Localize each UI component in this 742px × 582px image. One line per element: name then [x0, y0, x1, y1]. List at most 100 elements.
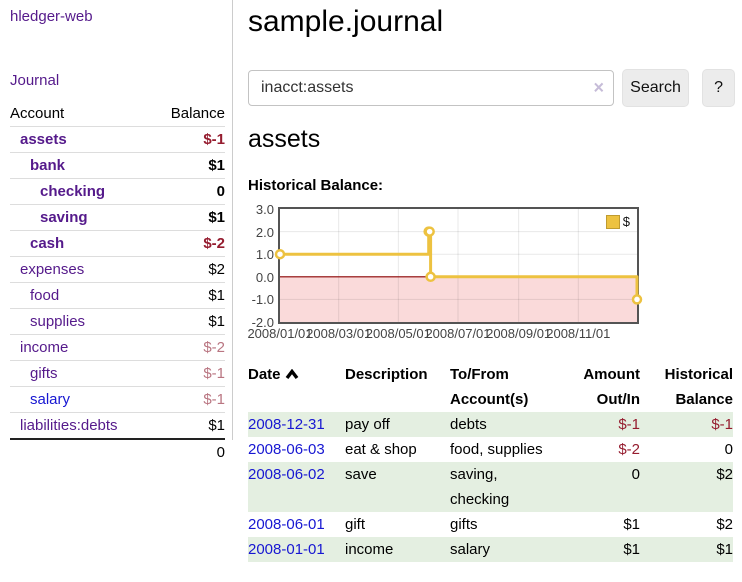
- transaction-amount: $-2: [618, 441, 640, 458]
- transaction-date-link[interactable]: 2008-06-01: [248, 516, 325, 533]
- transaction-balance: $2: [716, 466, 733, 483]
- transaction-accounts: food, supplies: [450, 441, 543, 458]
- account-row: cash $-2: [10, 230, 225, 257]
- help-button[interactable]: ?: [702, 69, 735, 107]
- register-header-row: Date Description To/From Account(s) Amount …: [248, 362, 733, 412]
- account-balance: $2: [152, 256, 225, 283]
- sidebar-account-checking[interactable]: checking: [40, 183, 106, 200]
- register-row: 2008-06-03 eat & shop food, supplies $-2 0: [248, 437, 733, 462]
- account-heading: assets: [248, 125, 321, 153]
- sidebar-account-gifts[interactable]: gifts: [30, 365, 58, 382]
- y-axis-tick: 1.0: [255, 247, 274, 263]
- sidebar-account-supplies[interactable]: supplies: [30, 313, 86, 330]
- search-box: ×: [248, 70, 614, 106]
- transaction-date-link[interactable]: 2008-06-03: [248, 441, 325, 458]
- search-button[interactable]: Search: [622, 69, 690, 107]
- account-balance: $-1: [152, 360, 225, 387]
- account-row: checking 0: [10, 178, 225, 205]
- accounts-header-balance: Balance: [152, 101, 225, 127]
- account-balance: $-1: [152, 386, 225, 413]
- account-row: liabilities:debts $1: [10, 412, 225, 440]
- accounts-header-row: Account Balance: [10, 101, 225, 127]
- transaction-date-link[interactable]: 2008-01-01: [248, 541, 325, 558]
- transaction-date-link[interactable]: 2008-12-31: [248, 416, 325, 433]
- transaction-amount: $-1: [618, 416, 640, 433]
- register-header-date[interactable]: Date: [248, 362, 345, 412]
- register-header-description: Description: [345, 366, 428, 383]
- register-row: 2008-01-01 income salary $1 $1: [248, 537, 733, 562]
- account-balance: $1: [152, 204, 225, 231]
- x-axis-tick: 2008/05/01: [365, 326, 431, 341]
- account-row: expenses $2: [10, 256, 225, 283]
- spacer: [10, 438, 153, 465]
- account-row: saving $1: [10, 204, 225, 231]
- sidebar-divider: [232, 0, 233, 440]
- transaction-accounts: debts: [450, 416, 487, 433]
- account-row: gifts $-1: [10, 360, 225, 387]
- accounts-total-row: 0: [10, 438, 225, 465]
- accounts-table: Account Balance assets $-1 bank $1 checking 0…: [10, 101, 225, 465]
- x-axis-tick: 2008/07/01: [425, 326, 491, 341]
- sort-ascending-icon: [285, 368, 298, 380]
- register-header-tofrom: To/From Account(s): [450, 366, 529, 408]
- transaction-description: pay off: [345, 416, 390, 433]
- account-balance: $-2: [152, 334, 225, 361]
- register-header-historical: Historical Balance: [664, 366, 733, 408]
- transaction-accounts: gifts: [450, 516, 478, 533]
- accounts-total-balance: 0: [152, 438, 225, 465]
- transaction-accounts: saving, checking: [450, 466, 510, 508]
- search-form: × Search ?: [248, 69, 735, 107]
- historical-balance-label: Historical Balance:: [248, 177, 384, 194]
- transaction-accounts: salary: [450, 541, 491, 558]
- search-input[interactable]: [248, 70, 614, 106]
- register-row: 2008-06-02 save saving, checking 0 $2: [248, 462, 733, 512]
- x-axis-tick: 2008/03/01: [306, 326, 372, 341]
- transaction-amount: $1: [623, 516, 640, 533]
- account-balance: $1: [152, 412, 225, 440]
- sidebar-item-journal[interactable]: Journal: [10, 72, 60, 89]
- sidebar-account-income[interactable]: income: [20, 339, 69, 356]
- account-row: salary $-1: [10, 386, 225, 413]
- transaction-date-link[interactable]: 2008-06-02: [248, 466, 325, 483]
- transaction-balance: $1: [716, 541, 733, 558]
- y-axis-tick: -1.0: [251, 292, 274, 308]
- accounts-header-account: Account: [10, 101, 153, 127]
- account-balance: $-2: [152, 230, 225, 257]
- account-balance: 0: [152, 178, 225, 205]
- app-brand-link[interactable]: hledger-web: [10, 8, 93, 25]
- legend-label: $: [622, 214, 630, 229]
- sidebar-account-salary[interactable]: salary: [30, 391, 71, 408]
- sidebar-account-liabilities:debts[interactable]: liabilities:debts: [20, 417, 118, 434]
- y-axis-tick: 0.0: [255, 269, 274, 285]
- chart-plot-area: $: [274, 207, 643, 324]
- transaction-description: income: [345, 541, 394, 558]
- register-table: Date Description To/From Account(s) Amount …: [248, 362, 733, 562]
- clear-search-icon[interactable]: ×: [593, 77, 604, 98]
- sidebar-account-assets[interactable]: assets: [20, 131, 67, 148]
- y-axis-tick: -2.0: [251, 315, 274, 330]
- sidebar-account-expenses[interactable]: expenses: [20, 261, 85, 278]
- chart-legend: $: [603, 213, 632, 230]
- account-row: supplies $1: [10, 308, 225, 335]
- sidebar-account-saving[interactable]: saving: [40, 209, 88, 226]
- transaction-balance: 0: [724, 441, 733, 458]
- sidebar-account-cash[interactable]: cash: [30, 235, 65, 252]
- register-row: 2008-12-31 pay off debts $-1 $-1: [248, 412, 733, 437]
- account-row: food $1: [10, 282, 225, 309]
- sidebar-account-food[interactable]: food: [30, 287, 60, 304]
- chart-canvas: [274, 209, 643, 322]
- account-balance: $1: [152, 282, 225, 309]
- transaction-description: gift: [345, 516, 366, 533]
- historical-balance-chart: $ 3.0 2.0 1.0 0.0 -1.0 -2.0 2008/01/01 2008/03/…: [247, 202, 735, 343]
- sidebar-account-bank[interactable]: bank: [30, 157, 66, 174]
- account-row: income $-2: [10, 334, 225, 361]
- register-header-amount: Amount Out/In: [583, 366, 640, 408]
- x-axis-tick: 2008/01/01: [247, 326, 313, 341]
- transaction-description: eat & shop: [345, 441, 417, 458]
- y-axis-tick: 3.0: [255, 202, 274, 217]
- account-balance: $-1: [152, 126, 225, 153]
- account-balance: $1: [152, 308, 225, 335]
- transaction-balance: $2: [716, 516, 733, 533]
- page-title: sample.journal: [248, 5, 444, 38]
- account-row: assets $-1: [10, 126, 225, 153]
